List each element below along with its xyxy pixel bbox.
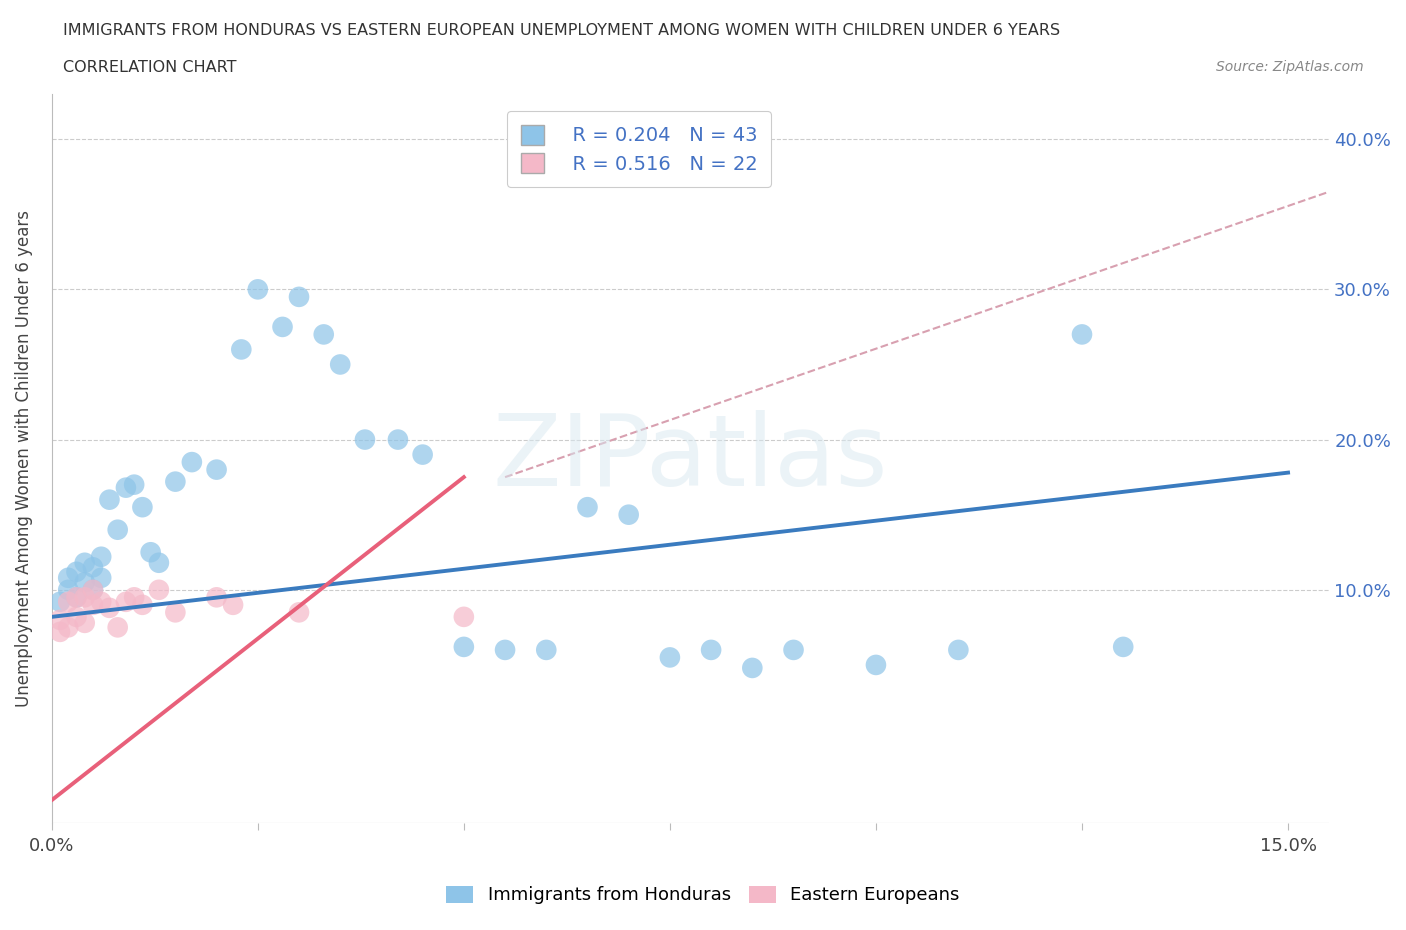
Point	[205, 590, 228, 604]
Point	[387, 432, 409, 447]
Y-axis label: Unemployment Among Women with Children Under 6 years: Unemployment Among Women with Children U…	[15, 210, 32, 707]
Point	[131, 499, 153, 514]
Point	[65, 565, 87, 579]
Point	[329, 357, 352, 372]
Point	[1112, 640, 1135, 655]
Point	[782, 643, 804, 658]
Point	[700, 643, 723, 658]
Point	[90, 594, 112, 609]
Point	[453, 640, 475, 655]
Point	[288, 604, 311, 619]
Point	[98, 601, 121, 616]
Point	[576, 499, 599, 514]
Point	[865, 658, 887, 672]
Text: ZIPatlas: ZIPatlas	[492, 410, 889, 507]
Point	[107, 523, 129, 538]
Point	[82, 582, 104, 597]
Text: Source: ZipAtlas.com: Source: ZipAtlas.com	[1216, 60, 1364, 74]
Point	[107, 620, 129, 635]
Point	[82, 582, 104, 597]
Point	[139, 545, 162, 560]
Point	[1071, 327, 1094, 342]
Point	[90, 570, 112, 585]
Point	[122, 477, 145, 492]
Point	[98, 492, 121, 507]
Point	[122, 590, 145, 604]
Text: CORRELATION CHART: CORRELATION CHART	[63, 60, 236, 75]
Point	[115, 594, 138, 609]
Point	[165, 474, 187, 489]
Point	[453, 609, 475, 624]
Legend: Immigrants from Honduras, Eastern Europeans: Immigrants from Honduras, Eastern Europe…	[439, 879, 967, 911]
Point	[49, 594, 72, 609]
Point	[412, 447, 434, 462]
Point	[271, 320, 294, 335]
Point	[312, 327, 335, 342]
Point	[73, 555, 96, 570]
Point	[65, 590, 87, 604]
Point	[354, 432, 377, 447]
Point	[288, 289, 311, 304]
Point	[58, 620, 80, 635]
Point	[82, 597, 104, 612]
Point	[536, 643, 558, 658]
Point	[148, 582, 170, 597]
Point	[90, 550, 112, 565]
Point	[180, 455, 202, 470]
Point	[148, 555, 170, 570]
Point	[115, 480, 138, 495]
Text: IMMIGRANTS FROM HONDURAS VS EASTERN EUROPEAN UNEMPLOYMENT AMONG WOMEN WITH CHILD: IMMIGRANTS FROM HONDURAS VS EASTERN EURO…	[63, 23, 1060, 38]
Point	[65, 609, 87, 624]
Legend:   R = 0.204   N = 43,   R = 0.516   N = 22: R = 0.204 N = 43, R = 0.516 N = 22	[508, 111, 772, 187]
Point	[49, 613, 72, 628]
Point	[131, 597, 153, 612]
Point	[49, 624, 72, 639]
Point	[222, 597, 245, 612]
Point	[65, 590, 87, 604]
Point	[73, 616, 96, 631]
Point	[948, 643, 970, 658]
Point	[82, 560, 104, 575]
Point	[73, 575, 96, 590]
Point	[205, 462, 228, 477]
Point	[73, 590, 96, 604]
Point	[165, 604, 187, 619]
Point	[231, 342, 253, 357]
Point	[494, 643, 516, 658]
Point	[58, 582, 80, 597]
Point	[617, 507, 640, 522]
Point	[58, 594, 80, 609]
Point	[658, 650, 681, 665]
Point	[741, 660, 763, 675]
Point	[58, 570, 80, 585]
Point	[246, 282, 269, 297]
